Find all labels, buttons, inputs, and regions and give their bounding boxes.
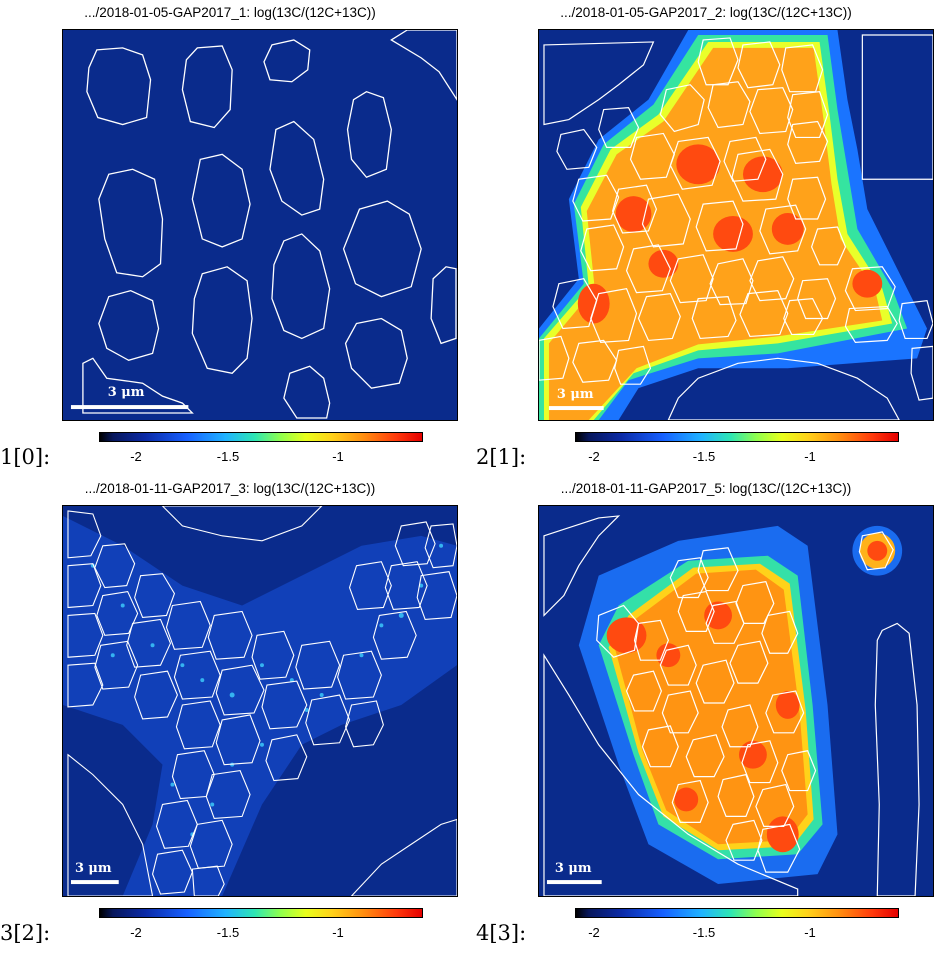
colorbar-tick: -1.5	[692, 925, 716, 940]
panel-label: 2[1]:	[476, 445, 527, 469]
panel-3: .../2018-01-11-GAP2017_3: log(13C/(12C+1…	[0, 476, 460, 951]
panel-label: 4[3]:	[476, 921, 527, 945]
panel-4: .../2018-01-11-GAP2017_5: log(13C/(12C+1…	[476, 476, 936, 951]
scale-bar-label: 3 μm	[108, 385, 145, 400]
colorbar-tick: -2	[588, 925, 600, 940]
nanosims-image-1: 3 μm	[63, 30, 457, 420]
colorbar	[99, 432, 423, 442]
scale-bar-label: 3 μm	[555, 861, 592, 876]
colorbar-tick: -1.5	[216, 449, 240, 464]
panel-label: 3[2]:	[0, 921, 51, 945]
colorbar-tick: -1	[804, 449, 816, 464]
colorbar-tick: -1.5	[216, 925, 240, 940]
colorbar-tick: -2	[130, 925, 142, 940]
panel-title: .../2018-01-11-GAP2017_3: log(13C/(12C+1…	[84, 481, 376, 496]
colorbar-tick: -2	[588, 449, 600, 464]
colorbar-tick: -2	[130, 449, 142, 464]
scale-bar-label: 3 μm	[557, 387, 594, 402]
image-frame: 3 μm	[62, 505, 458, 897]
scale-bar-label: 3 μm	[75, 861, 112, 876]
colorbar-tick: -1.5	[692, 449, 716, 464]
panel-title: .../2018-01-05-GAP2017_2: log(13C/(12C+1…	[560, 5, 852, 20]
nanosims-image-2: 3 μm	[539, 30, 933, 420]
panel-title: .../2018-01-11-GAP2017_5: log(13C/(12C+1…	[560, 481, 852, 496]
nanosims-image-4: 3 μm	[539, 506, 933, 896]
colorbar	[575, 432, 899, 442]
colorbar	[99, 908, 423, 918]
colorbar-tick: -1	[332, 925, 344, 940]
colorbar-tick: -1	[804, 925, 816, 940]
image-frame: 3 μm	[538, 29, 934, 421]
colorbar-tick: -1	[332, 449, 344, 464]
image-frame: 3 μm	[538, 505, 934, 897]
nanosims-image-3: 3 μm	[63, 506, 457, 896]
panel-label: 1[0]:	[0, 445, 51, 469]
panel-title: .../2018-01-05-GAP2017_1: log(13C/(12C+1…	[84, 5, 376, 20]
panel-1: .../2018-01-05-GAP2017_1: log(13C/(12C+1…	[0, 0, 460, 475]
image-frame: 3 μm	[62, 29, 458, 421]
colorbar	[575, 908, 899, 918]
panel-2: .../2018-01-05-GAP2017_2: log(13C/(12C+1…	[476, 0, 936, 475]
